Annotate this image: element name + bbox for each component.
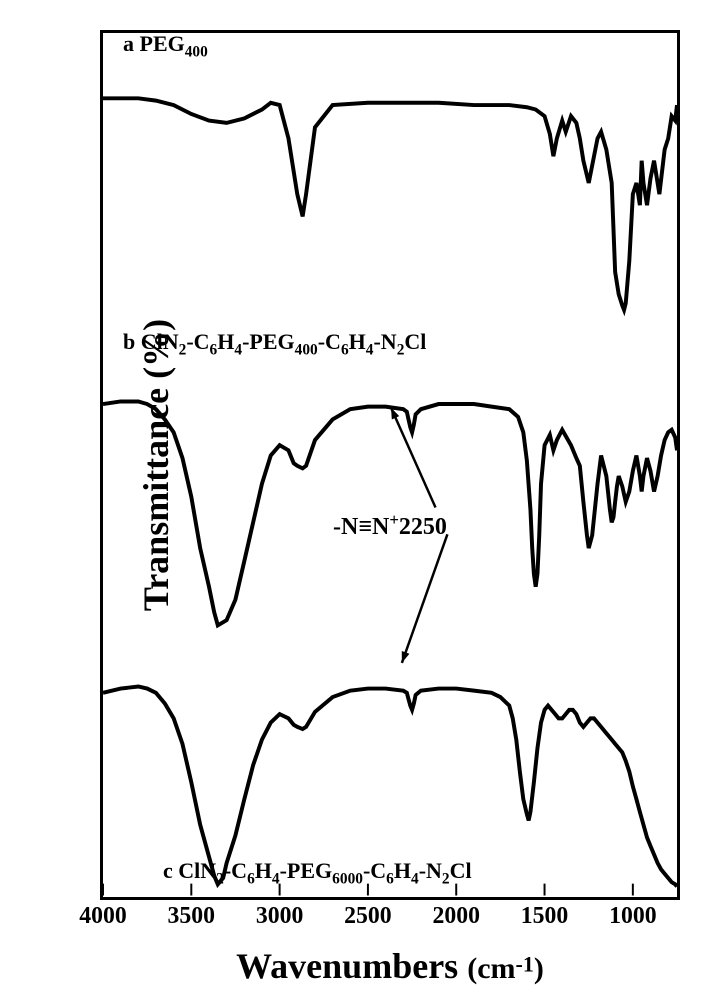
spectra-svg: 4000350030002500200015001000 [103, 33, 677, 897]
svg-text:3000: 3000 [256, 903, 304, 929]
x-ticks: 4000 3500 3000 2500 2000 1500 1000 [79, 884, 656, 930]
svg-text:4000: 4000 [79, 903, 127, 929]
svg-text:2500: 2500 [344, 903, 392, 929]
y-axis-label: Transmittance (%) [135, 319, 177, 611]
x-axis-label: Wavenumbers (cm-1) [100, 945, 680, 987]
svg-text:1500: 1500 [521, 903, 569, 929]
svg-text:3500: 3500 [168, 903, 216, 929]
series-a-label: a PEG400 [123, 31, 208, 61]
plot-area: 4000350030002500200015001000 a PEG400 b … [100, 30, 680, 900]
a-sub: 400 [185, 43, 208, 60]
svg-text:2000: 2000 [432, 903, 480, 929]
c-t1: c ClN [163, 858, 216, 883]
a-text: a PEG [123, 31, 185, 56]
svg-text:1000: 1000 [609, 903, 657, 929]
spectrum-a [103, 98, 677, 310]
peak-annotation: -N≡N+2250 [333, 510, 447, 541]
series-c-label: c ClN2-C6H4-PEG6000-C6H4-N2Cl [163, 858, 472, 888]
spectrum-c [103, 686, 677, 886]
